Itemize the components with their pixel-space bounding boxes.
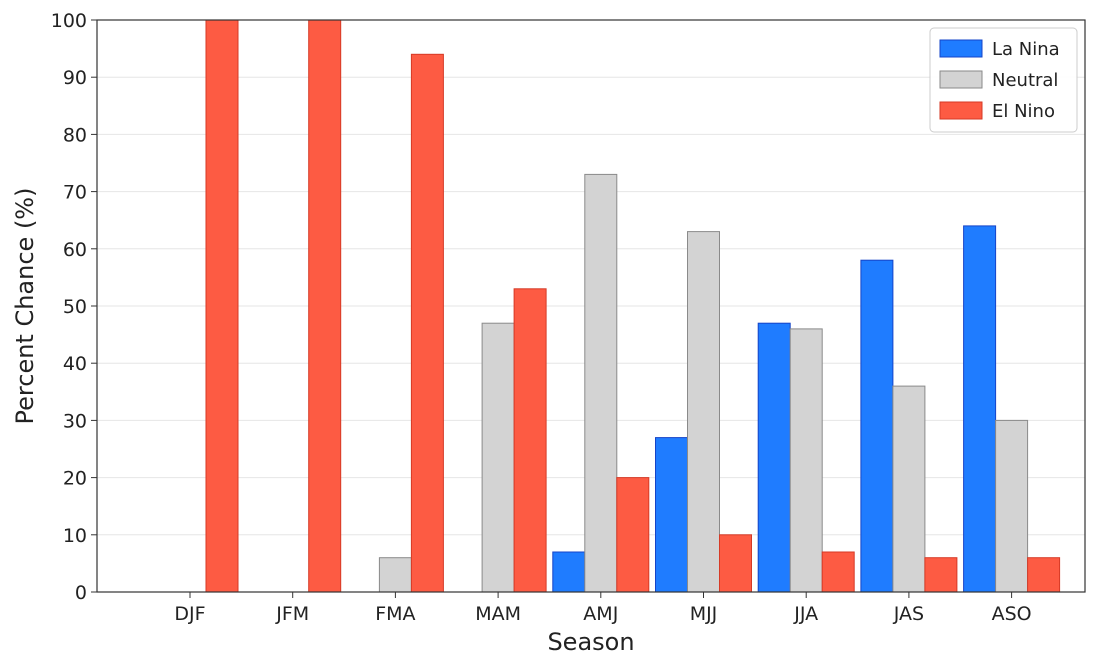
bar-neutral-aso xyxy=(995,419,1029,593)
bar-neutral-amj xyxy=(584,173,618,593)
x-tick-label: FMA xyxy=(375,603,415,625)
bar-neutral-fma xyxy=(378,557,412,593)
bar-la-nina-mjj xyxy=(655,437,688,593)
bar-neutral-mam xyxy=(481,322,515,593)
legend-swatch-neutral xyxy=(939,70,983,89)
x-tick-label: JJA xyxy=(793,603,818,625)
bar-la-nina-amj xyxy=(552,551,586,593)
y-tick-label: 90 xyxy=(63,67,87,89)
bar-neutral-mjj xyxy=(687,231,720,593)
x-tick-label: JFM xyxy=(275,603,309,625)
x-axis-title: Season xyxy=(547,628,634,656)
bar-el-nino-jas xyxy=(924,557,958,593)
bar-el-nino-mam xyxy=(513,288,547,593)
bar-la-nina-jja xyxy=(757,322,791,593)
bar-el-nino-mjj xyxy=(719,534,752,593)
legend-swatch-el-nino xyxy=(939,101,983,120)
x-tick-label: ASO xyxy=(992,603,1032,625)
x-tick-label: DJF xyxy=(174,603,205,625)
y-axis-title: Percent Chance (%) xyxy=(11,188,39,425)
bars xyxy=(205,19,1061,593)
y-tick-label: 20 xyxy=(63,468,87,490)
legend-label: Neutral xyxy=(992,70,1058,91)
bar-la-nina-aso xyxy=(963,225,997,593)
tick-labels: 0 10 20 30 40 50 60 70 80 90 100 DJF JFM FMA MAM AMJ MJJ… xyxy=(51,10,1032,625)
bar-la-nina-jas xyxy=(860,259,894,593)
y-tick-label: 10 xyxy=(63,525,87,547)
legend-swatch-la-nina xyxy=(939,39,983,58)
bar-neutral-jas xyxy=(892,385,926,593)
x-tick-label: AMJ xyxy=(583,603,618,625)
bar-el-nino-djf xyxy=(205,19,239,593)
y-tick-label: 100 xyxy=(51,10,87,32)
y-tick-label: 50 xyxy=(63,296,87,318)
legend-label: La Nina xyxy=(992,39,1060,60)
y-tick-label: 0 xyxy=(75,582,87,604)
legend-label: El Nino xyxy=(992,101,1055,122)
x-tick-label: MJJ xyxy=(690,603,718,625)
y-tick-label: 70 xyxy=(63,182,87,204)
y-tick-label: 40 xyxy=(63,353,87,375)
bar-el-nino-aso xyxy=(1027,557,1061,593)
y-tick-label: 60 xyxy=(63,239,87,261)
bar-neutral-jja xyxy=(789,328,823,593)
bar-el-nino-amj xyxy=(616,477,650,593)
y-tick-label: 80 xyxy=(63,124,87,146)
bar-el-nino-fma xyxy=(410,53,444,593)
x-tick-label: MAM xyxy=(475,603,521,625)
bar-el-nino-jfm xyxy=(308,19,342,593)
y-tick-label: 30 xyxy=(63,410,87,432)
bar-el-nino-jja xyxy=(821,551,855,593)
legend: La Nina Neutral El Nino xyxy=(929,27,1078,133)
x-tick-label: JAS xyxy=(893,603,924,625)
